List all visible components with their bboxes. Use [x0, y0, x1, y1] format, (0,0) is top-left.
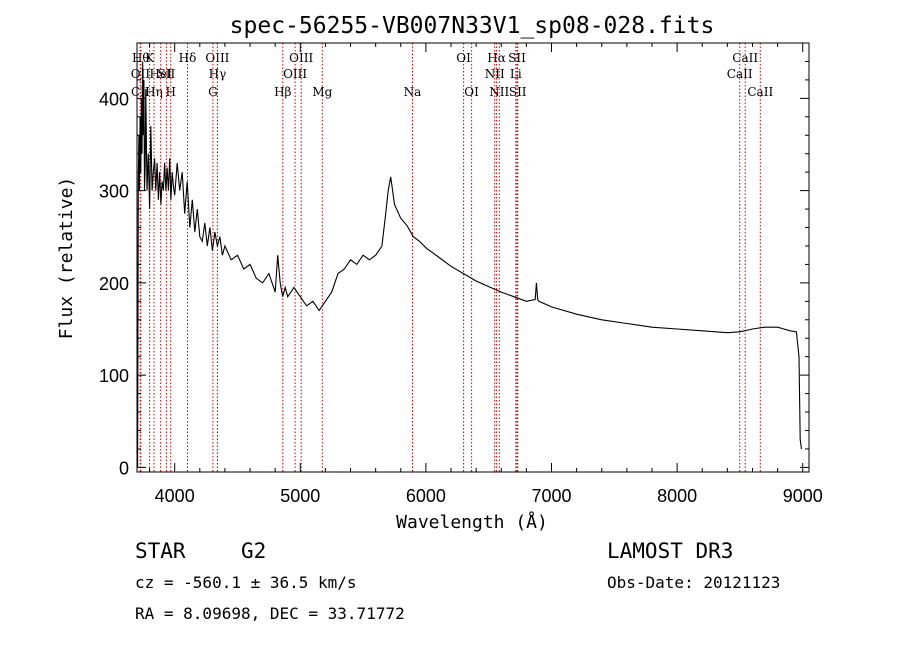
line-label-h-3968: H: [165, 85, 175, 99]
y-axis-label: Flux (relative): [56, 177, 77, 340]
line-label-li-6716: Li: [510, 67, 522, 81]
line-label-sii-3934: SII: [158, 67, 176, 81]
line-label-hα-6563: Hα: [487, 51, 506, 65]
line-label-mg-5175: Mg: [312, 85, 332, 99]
axis-ticks: 4000 5000 6000 7000 8000 9000 0 100 200 300 400: [99, 43, 823, 506]
y-tick-label-200: 200: [99, 274, 129, 294]
obs-date: Obs-Date: 20121123: [607, 573, 780, 592]
y-tick-label-300: 300: [99, 182, 129, 202]
x-tick-label-5000: 5000: [280, 486, 320, 506]
line-label-nii-6548: NII: [485, 67, 505, 81]
x-tick-label-4000: 4000: [155, 486, 195, 506]
line-label-sii-6731: SII: [509, 85, 527, 99]
line-label-oii-3727: OII: [131, 67, 151, 81]
spectrum-line: [136, 61, 803, 468]
y-tick-label-400: 400: [99, 89, 129, 109]
line-label-na-5893: Na: [404, 85, 422, 99]
x-tick-label-8000: 8000: [657, 486, 697, 506]
object-subclass: G2: [241, 539, 266, 563]
line-label-hei-3889: HeI: [150, 67, 173, 81]
survey-name: LAMOST DR3: [607, 539, 733, 563]
line-label-cii-3726: CII: [131, 85, 150, 99]
line-label-caii-8498: CaII: [727, 67, 753, 81]
line-label-oi-6300: OI: [456, 51, 471, 65]
line-label-nii-6584: NII: [489, 85, 509, 99]
line-label-sii-6725: SII: [508, 51, 526, 65]
y-tick-label-100: 100: [99, 366, 129, 386]
line-label-g-4304: G: [208, 85, 218, 99]
x-tick-label-6000: 6000: [406, 486, 446, 506]
line-label-caii-8662: CaII: [747, 85, 773, 99]
line-label-oi-6364: OI: [464, 85, 479, 99]
line-label-k-3800: K: [145, 51, 155, 65]
ra-dec: RA = 8.09698, DEC = 33.71772: [135, 604, 405, 623]
line-label-hγ-4341: Hγ: [209, 67, 227, 81]
redshift-cz: cz = -560.1 ± 36.5 km/s: [135, 573, 357, 592]
line-label-hη-3835: Hη: [145, 85, 163, 99]
x-tick-label-7000: 7000: [531, 486, 571, 506]
line-label-caii-8542: CaII: [732, 51, 758, 65]
line-label-hβ-4861: Hβ: [274, 85, 291, 99]
plot-frame: [136, 42, 810, 473]
emission-line-markers: HθKHδOIIIOIIIOIHαSIICaIIOIIHeISIIHγOIIIN…: [131, 43, 773, 472]
chart-title: spec-56255-VB007N33V1_sp08-028.fits: [230, 13, 715, 39]
line-label-hδ-4102: Hδ: [179, 51, 197, 65]
line-label-oiii-4959: OIII: [283, 67, 307, 81]
object-class: STAR: [135, 539, 186, 563]
x-tick-label-9000: 9000: [783, 486, 823, 506]
y-tick-label-0: 0: [119, 458, 129, 478]
x-axis-label: Wavelength (Å): [396, 511, 548, 533]
line-label-oiii-5007: OIII: [289, 51, 313, 65]
